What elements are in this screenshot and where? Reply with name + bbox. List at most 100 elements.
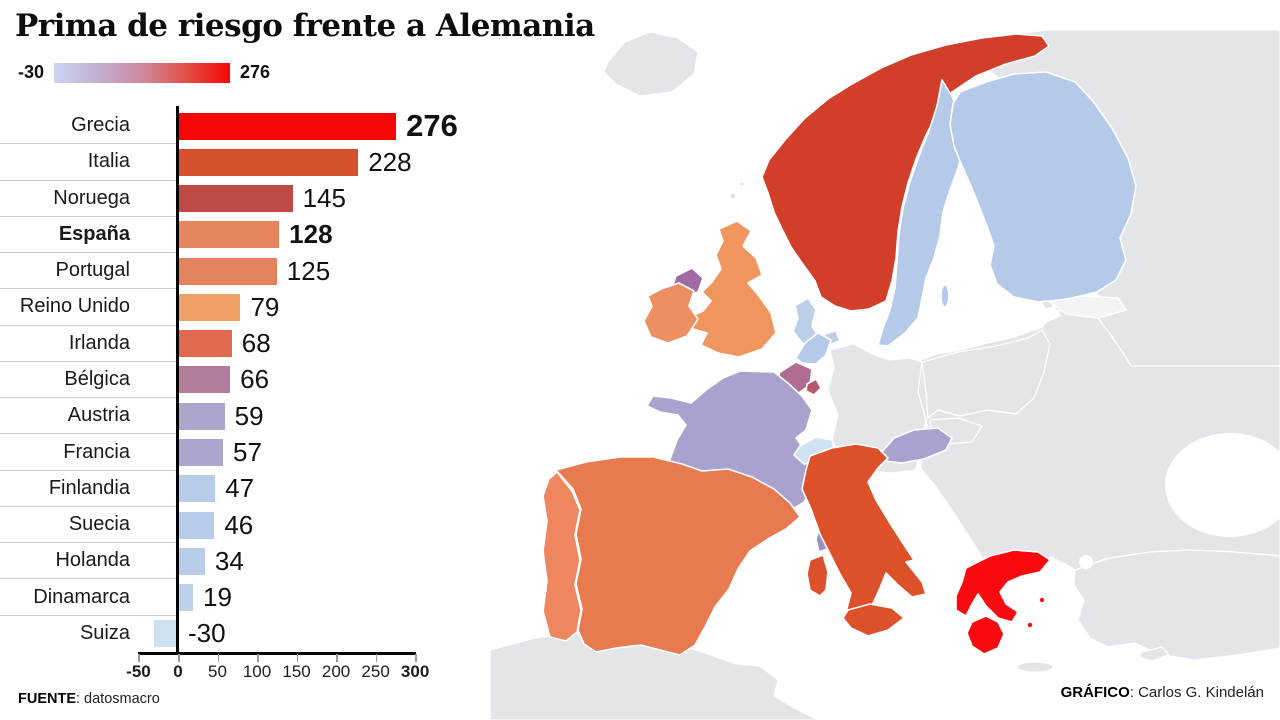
bar-value: 79 [250, 291, 280, 322]
bar-value: 66 [240, 364, 270, 395]
map-greek-island [1026, 621, 1034, 629]
x-axis-tick-label: 200 [321, 662, 351, 681]
bar-row: Dinamarca 19 [0, 579, 490, 616]
bar [178, 257, 277, 285]
bar [178, 330, 232, 358]
map-region-iceland [603, 31, 699, 97]
x-axis-line [138, 652, 416, 655]
bar-label: Italia [0, 144, 176, 181]
black-sea [1165, 433, 1280, 537]
bar [178, 439, 224, 467]
map-country-netherlands [795, 332, 832, 365]
bar-value: 125 [286, 255, 331, 286]
bar-label: Reino Unido [0, 289, 176, 326]
bar-label: Finlandia [0, 471, 176, 507]
x-axis-tick-mark [336, 654, 338, 662]
map-country-portugal [542, 471, 582, 642]
x-axis-tick-label: 150 [282, 662, 311, 681]
x-axis-tick-mark [296, 654, 299, 662]
bar-row: España 128 [0, 217, 490, 254]
bar [178, 293, 241, 321]
map-country-luxembourg [805, 378, 822, 396]
bar-label: Irlanda [0, 326, 176, 362]
bar-value: 228 [368, 146, 412, 177]
bar-value: 145 [302, 183, 346, 214]
europe-map-svg [489, 29, 1280, 720]
x-axis-tick-label: 300 [400, 662, 430, 681]
bar-label: Suiza [79, 622, 130, 645]
map-country-uk [688, 220, 777, 358]
bar-label: Portugal [0, 253, 176, 290]
bar [178, 402, 225, 430]
adriatic-sea [910, 464, 996, 588]
bar-label: Dinamarca [0, 579, 176, 616]
bar-label: Bélgica [0, 362, 176, 399]
bar-chart-panel: Prima de riesgo frente a Alemania -30 27… [0, 0, 595, 720]
bar-label: España [0, 217, 176, 254]
x-axis-tick-label: 100 [242, 662, 272, 681]
map-country-norway [761, 33, 1050, 312]
bar-row: Suiza -30 [0, 616, 490, 652]
map-island-gotland [940, 284, 950, 308]
x-axis-tick-mark [375, 654, 378, 662]
bar [178, 475, 216, 503]
map-island-sardinia [806, 554, 829, 597]
bar-row: Austria 59 [0, 398, 490, 435]
x-axis-tick-mark [138, 654, 140, 662]
map-region-shetland [729, 192, 737, 200]
bar-row: Noruega 145 [0, 181, 490, 217]
bar-value: 46 [224, 509, 254, 540]
map-colored-countries [542, 33, 1137, 656]
bar [178, 221, 280, 249]
map-country-austria [881, 427, 953, 464]
map-country-spain [555, 456, 801, 656]
bar-row: Bélgica 66 [0, 362, 490, 399]
aegean-sea [1041, 556, 1080, 661]
credit-value: : Carlos G. Kindelán [1129, 684, 1264, 701]
bar-value: 47 [225, 473, 255, 504]
map-greek-island [1038, 596, 1046, 604]
bar-label: Suecia [0, 507, 176, 544]
bar-value: 276 [406, 108, 458, 144]
bar-label: Noruega [0, 181, 176, 217]
bar-value: 57 [233, 437, 262, 468]
bar-value: 68 [241, 328, 271, 359]
map-region-peloponnese [966, 615, 1005, 655]
bar-row: Finlandia 47 [0, 471, 490, 507]
bar [178, 148, 359, 176]
bar-row: Reino Unido 79 [0, 289, 490, 326]
x-axis-tick-mark [217, 654, 220, 662]
bar-value: 128 [289, 219, 333, 250]
bar [154, 620, 178, 648]
europe-map [489, 0, 1280, 720]
map-region-cyprus [1138, 646, 1170, 662]
bar-rows: Grecia 276 Italia 228 Noruega 145 España 128 Por… [0, 108, 490, 652]
x-axis-tick-mark [415, 654, 417, 662]
map-country-italy [801, 443, 927, 625]
bar-label: Holanda [0, 543, 176, 580]
map-region-turkey [1073, 549, 1280, 661]
bar [178, 185, 293, 213]
map-region-orkney [739, 181, 746, 188]
map-country-estonia [1049, 295, 1127, 319]
bar-row: Irlanda 68 [0, 326, 490, 362]
bar-value: 19 [203, 582, 232, 613]
source-value: : datosmacro [76, 691, 160, 707]
bar [178, 547, 205, 575]
map-country-sweden [877, 79, 965, 347]
bar [178, 584, 194, 612]
x-axis-tick-mark [178, 654, 180, 662]
x-axis-tick-label: 0 [173, 662, 183, 681]
bar [178, 112, 397, 140]
map-region-poland [921, 329, 1051, 419]
legend-max-label: 276 [240, 62, 271, 82]
sea-of-marmara [1079, 555, 1093, 569]
source-label: FUENTE [18, 691, 76, 707]
bar-row: Suecia 46 [0, 507, 490, 544]
x-axis-tick-label: 250 [361, 662, 390, 681]
bar-row: Italia 228 [0, 144, 490, 181]
map-island-sicily [842, 603, 905, 637]
credit-note: GRÁFICO: Carlos G. Kindelán [1061, 684, 1264, 701]
map-country-greece [955, 549, 1051, 623]
